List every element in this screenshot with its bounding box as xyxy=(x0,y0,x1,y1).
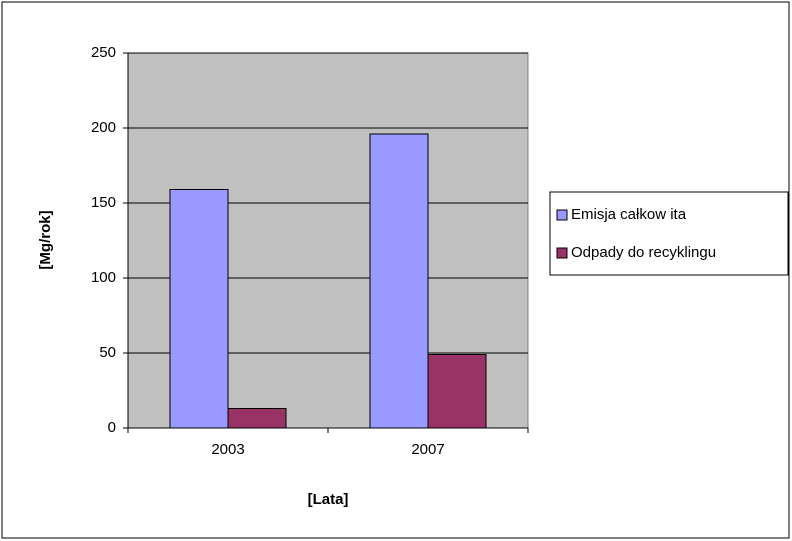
y-tick-label: 150 xyxy=(91,194,116,211)
x-axis-label: [Lata] xyxy=(308,491,349,508)
legend xyxy=(549,191,789,276)
x-tick-label: 2003 xyxy=(211,441,244,458)
y-tick-label: 200 xyxy=(91,119,116,136)
legend-label: Odpady do recyklingu xyxy=(571,244,716,261)
legend-swatch xyxy=(556,247,568,259)
legend-label: Emisja całkow ita xyxy=(571,206,687,223)
bar xyxy=(227,408,287,429)
bar xyxy=(427,354,487,429)
y-axis-label: [Mg/rok] xyxy=(37,210,54,269)
y-tick-label: 250 xyxy=(91,44,116,61)
x-tick-label: 2007 xyxy=(411,441,444,458)
y-tick-label: 50 xyxy=(99,344,116,361)
bar xyxy=(369,133,429,429)
bar xyxy=(169,189,229,429)
y-tick-label: 0 xyxy=(108,419,116,436)
legend-swatch xyxy=(556,209,568,221)
y-tick-label: 100 xyxy=(91,269,116,286)
